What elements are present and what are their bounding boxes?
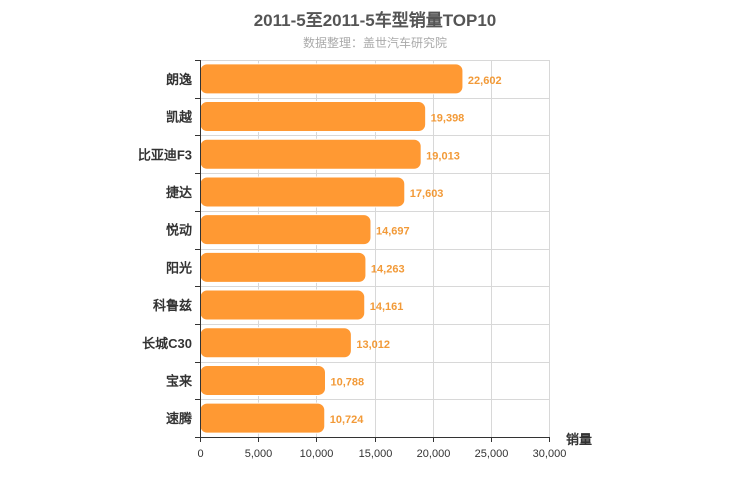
chart-title: 2011-5至2011-5车型销量TOP10	[253, 11, 497, 30]
category-label: 长城C30	[142, 336, 192, 351]
axes	[195, 60, 550, 442]
x-tick-label: 30,000	[533, 448, 567, 460]
x-tick-label: 20,000	[417, 448, 451, 460]
labels: 朗逸 22,602 凯越 19,398 比亚迪F3 19,013 捷达 17,603 悦动 14,…	[138, 72, 592, 460]
bar	[199, 402, 326, 434]
data-label: 10,788	[331, 376, 365, 388]
category-label: 悦动	[166, 223, 192, 238]
x-tick-label: 10,000	[300, 448, 334, 460]
data-label: 13,012	[356, 339, 390, 351]
bar	[199, 138, 422, 170]
category-label: 科鲁兹	[153, 298, 192, 313]
data-label: 14,697	[376, 226, 410, 238]
x-tick-label: 5,000	[245, 448, 273, 460]
category-label: 速腾	[166, 411, 193, 426]
data-label: 14,161	[370, 301, 404, 313]
bar	[199, 251, 367, 283]
data-label: 22,602	[468, 75, 502, 87]
category-label: 凯越	[166, 110, 193, 125]
bar	[199, 101, 427, 133]
data-label: 10,724	[330, 414, 365, 426]
x-tick-label: 15,000	[359, 448, 393, 460]
x-tick-label: 0	[197, 448, 203, 460]
bar	[199, 289, 366, 321]
x-axis-title: 销量	[566, 432, 592, 447]
category-label: 阳光	[166, 260, 192, 275]
category-label: 朗逸	[166, 72, 192, 87]
bar	[199, 214, 372, 246]
category-label: 宝来	[166, 373, 193, 388]
category-label: 比亚迪F3	[138, 147, 192, 162]
category-label: 捷达	[166, 185, 192, 200]
data-label: 19,013	[426, 150, 460, 162]
bar	[199, 364, 327, 396]
bar	[199, 176, 406, 208]
chart-subtitle: 数据整理：盖世汽车研究院	[302, 36, 447, 50]
bar	[199, 327, 352, 359]
data-label: 19,398	[431, 113, 465, 125]
x-tick-label: 25,000	[475, 448, 509, 460]
data-label: 14,263	[371, 263, 405, 275]
bars	[199, 63, 464, 434]
data-label: 17,603	[410, 188, 444, 200]
bar	[199, 63, 464, 95]
